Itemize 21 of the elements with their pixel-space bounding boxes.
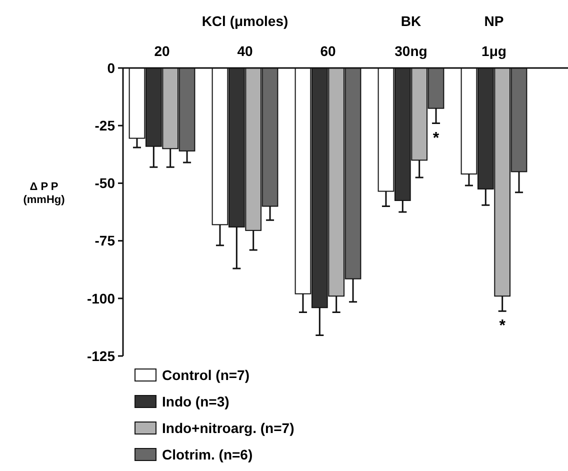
x-tick-label: 20 bbox=[154, 43, 170, 59]
y-tick-label: -25 bbox=[94, 118, 116, 134]
x-tick-label: 30ng bbox=[394, 43, 428, 59]
annotation: * bbox=[432, 130, 440, 147]
y-tick-label: -100 bbox=[86, 290, 116, 306]
legend-label: Clotrim. (n=6) bbox=[162, 446, 253, 462]
x-tick-label: 40 bbox=[237, 43, 253, 59]
y-tick-label: 0 bbox=[107, 60, 116, 76]
y-tick-label: -75 bbox=[94, 232, 116, 249]
x-tick-label: 60 bbox=[320, 43, 336, 59]
text: NP bbox=[484, 13, 504, 29]
legend-label: Indo (n=3) bbox=[162, 393, 230, 410]
text: BK bbox=[400, 13, 422, 29]
text: KCl (μmoles) bbox=[202, 13, 288, 29]
y-axis-title: Δ P P (mmHg) bbox=[23, 181, 66, 206]
legend-label: Control (n=7) bbox=[162, 366, 250, 383]
annotation: * bbox=[499, 318, 506, 335]
legend-label: Indo+nitroarg. (n=7) bbox=[162, 420, 294, 436]
y-tick-label: -125 bbox=[86, 348, 116, 364]
x-tick-label: 1μg bbox=[482, 43, 506, 59]
y-tick-label: -50 bbox=[94, 175, 116, 192]
